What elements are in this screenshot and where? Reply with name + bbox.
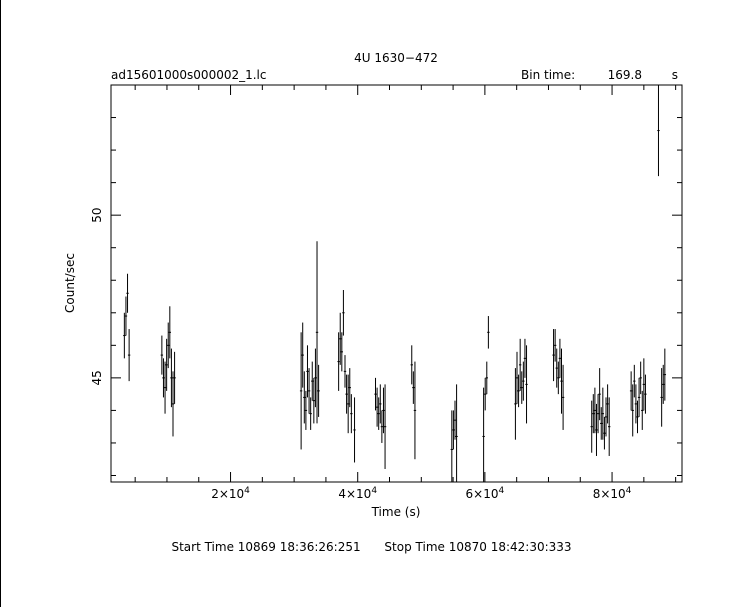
x-tick-label: 8×104 xyxy=(593,486,632,501)
y-tick-label: 45 xyxy=(90,370,104,385)
data-points xyxy=(123,85,667,482)
chart-title: 4U 1630−472 xyxy=(354,51,438,65)
x-tick-label: 6×104 xyxy=(466,486,505,501)
x-tick-label: 4×104 xyxy=(338,486,377,501)
x-tick-label: 2×104 xyxy=(211,486,250,501)
bin-time-unit: s xyxy=(672,68,678,82)
y-tick-label: 50 xyxy=(90,208,104,223)
plot-frame xyxy=(110,84,683,483)
x-axis-label: Time (s) xyxy=(371,505,421,519)
stop-time: Stop Time 10870 18:42:30:333 xyxy=(384,540,572,554)
bin-time-value: 169.8 xyxy=(608,68,642,82)
file-label: ad15601000s000002_1.lc xyxy=(111,68,267,82)
bin-time-label: Bin time: xyxy=(521,68,575,82)
time-range-footer: Start Time 10869 18:36:26:251 Stop Time … xyxy=(0,540,743,554)
axis-ticks xyxy=(111,84,682,482)
start-time: Start Time 10869 18:36:26:251 xyxy=(171,540,361,554)
y-axis-label: Count/sec xyxy=(63,253,77,313)
axis-tick-labels: 2×104 4×104 6×104 8×104 45 50 xyxy=(90,208,632,501)
